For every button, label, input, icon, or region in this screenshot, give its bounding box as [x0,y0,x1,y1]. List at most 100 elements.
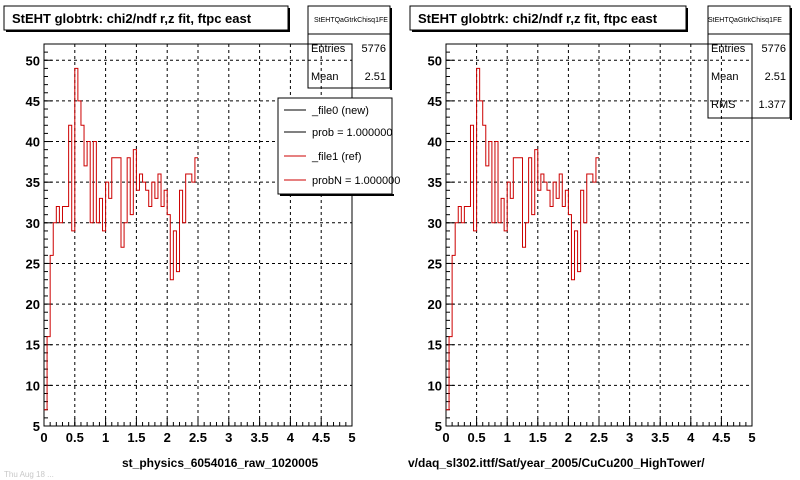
footer-timestamp: Thu Aug 18 ... [4,470,54,479]
right-histogram-bin [556,197,559,199]
right-stats-name: StEHTQaGtrkChisq1FE [708,17,782,24]
left-stats-mean-label: Mean [311,71,339,83]
right-histogram-bin [486,165,489,167]
left-histogram-bin [146,189,149,191]
right-histogram-bin [532,214,535,216]
left-x-tick-label: 2.5 [189,430,207,445]
left-chart-title: StEHT globtrk: chi2/ndf r,z fit, ftpc ea… [12,11,252,26]
left-x-tick-label: 1.5 [127,430,145,445]
right-x-tick-label: 1 [504,430,511,445]
right-title-box: StEHT globtrk: chi2/ndf r,z fit, ftpc ea… [409,5,688,32]
left-histogram-bin [139,173,142,175]
left-plot-pad: StEHT globtrk: chi2/ndf r,z fit, ftpc ea… [0,0,400,460]
right-histogram-bin [568,214,571,216]
left-x-tick-label: 4.5 [312,430,330,445]
right-histogram-bin [461,222,464,224]
right-histogram-bin [507,181,510,183]
right-histogram-bin [501,197,504,199]
right-histogram-bin [541,173,544,175]
left-histogram-bin [115,157,118,159]
right-histogram-bin [571,279,574,281]
left-x-tick-label: 3.5 [251,430,269,445]
left-y-tick-label: 5 [33,419,40,434]
left-histogram-bin [66,206,69,208]
left-histogram-bin [192,181,195,183]
right-x-tick-label: 2.5 [590,430,608,445]
left-y-tick-label: 45 [26,94,40,109]
left-histogram-bin [84,165,87,167]
left-stats-entries-label: Entries [311,43,346,55]
right-histogram-bin [470,124,473,126]
left-stats-mean-value: 2.51 [365,71,386,83]
left-x-tick-label: 4 [287,430,295,445]
right-histogram-bin [562,206,565,208]
left-histogram-bin [155,197,158,199]
right-histogram-bin [547,189,550,191]
left-x-tick-label: 3 [225,430,232,445]
left-histogram-bin [90,222,93,224]
right-stats-entries-value: 5776 [762,43,786,55]
left-histogram-bin [161,206,164,208]
left-histogram-bin [78,100,81,102]
left-histogram-bin [176,271,179,273]
left-stats-box: StEHTQaGtrkChisq1FE Entries 5776 Mean 2.… [307,5,392,90]
left-histogram-bin [112,157,115,159]
right-x-tick-label: 2 [565,430,572,445]
left-histogram-bin [72,230,75,232]
left-histogram-bin [109,197,112,199]
right-plot-pad: StEHT globtrk: chi2/ndf r,z fit, ftpc ea… [400,0,800,460]
right-histogram-ref [446,67,599,411]
left-histogram-bin [106,181,109,183]
left-histogram-bin [103,230,106,232]
left-histogram-bin [87,141,90,143]
left-histogram-bin [121,246,124,248]
left-y-tick-label: 50 [26,53,40,68]
left-histogram-bin [136,189,139,191]
right-histogram-bin [575,230,578,232]
left-histogram-bin [124,222,127,224]
right-y-tick-label: 45 [428,94,442,109]
right-x-tick-label: 0.5 [468,430,486,445]
left-stats-entries-value: 5776 [362,43,386,55]
right-x-tick-label: 4 [687,430,695,445]
right-histogram-bin [584,222,587,224]
right-histogram-bin [504,230,507,232]
right-histogram-bin [529,157,532,159]
left-histogram-bin [75,67,78,69]
left-histogram-bin [158,173,161,175]
left-histogram-bin [164,189,167,191]
right-stats-rms-value: 1.377 [758,99,786,111]
right-histogram-bin [455,222,458,224]
right-y-tick-label: 20 [428,297,442,312]
right-histogram-bin [544,181,547,183]
left-y-tick-label: 30 [26,216,40,231]
right-histogram-bin [495,141,498,143]
right-stats-box: StEHTQaGtrkChisq1FE Entries 5776 Mean 2.… [707,5,792,120]
left-histogram-bin [44,409,47,411]
left-y-tick-label: 10 [26,378,40,393]
right-histogram-bin [492,222,495,224]
left-x-tick-label: 0 [40,430,47,445]
right-x-tick-label: 3.5 [651,430,669,445]
left-histogram-bin [167,214,170,216]
right-histogram-bin [510,197,513,199]
right-histogram-bin [516,157,519,159]
left-histogram-bin [149,206,152,208]
right-series [446,67,599,411]
right-histogram-bin [578,271,581,273]
right-histogram-bin [480,100,483,102]
right-x-tick-label: 5 [748,430,755,445]
left-histogram-bin [53,222,56,224]
left-x-tick-label: 0.5 [66,430,84,445]
left-y-tick-label: 40 [26,135,40,150]
right-histogram-bin [538,189,541,191]
right-x-tick-label: 0 [442,430,449,445]
right-x-tick-label: 1.5 [529,430,547,445]
left-y-tick-label: 35 [26,175,40,190]
right-histogram-bin [477,67,480,69]
right-stats-mean-label: Mean [711,71,739,83]
right-y-tick-label: 15 [428,338,442,353]
left-plot-svg: StEHT globtrk: chi2/ndf r,z fit, ftpc ea… [3,5,400,445]
legend-label-prob: prob = 1.000000 [312,127,392,139]
right-x-tick-label: 3 [626,430,633,445]
